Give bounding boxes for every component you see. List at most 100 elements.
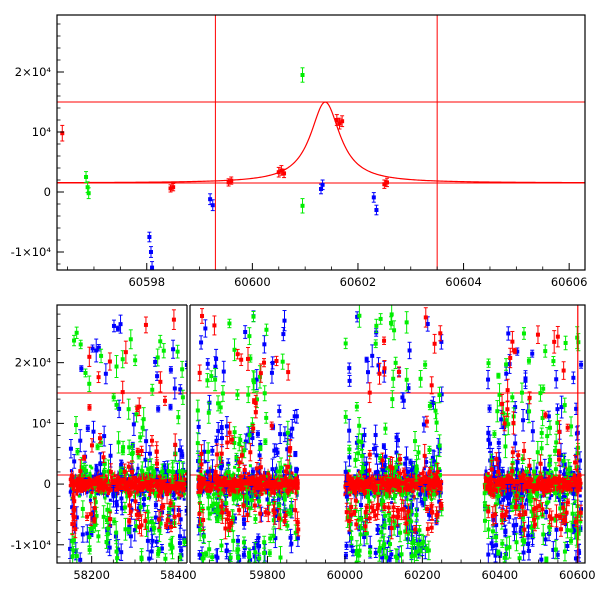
data-point	[119, 484, 123, 488]
data-point	[102, 425, 107, 447]
data-point	[158, 479, 162, 483]
point-marker	[300, 73, 305, 77]
point-marker	[166, 469, 171, 474]
data-point	[200, 480, 204, 484]
data-point	[87, 346, 92, 367]
point-marker	[276, 170, 281, 175]
data-point	[106, 459, 111, 484]
point-marker	[270, 467, 275, 472]
data-point	[91, 478, 95, 482]
data-point	[139, 476, 143, 480]
data-point	[270, 491, 274, 495]
point-marker	[152, 526, 157, 531]
data-point	[202, 483, 206, 487]
point-marker	[114, 549, 119, 554]
data-point	[126, 527, 131, 535]
point-marker	[107, 509, 112, 514]
data-point	[180, 486, 184, 490]
data-point	[169, 537, 174, 555]
data-point	[221, 479, 225, 483]
data-point	[238, 481, 242, 485]
point-marker	[78, 557, 83, 562]
data-point	[69, 479, 73, 483]
data-point	[159, 487, 163, 491]
data-point	[199, 484, 203, 488]
x-tick-label: 60600	[234, 275, 271, 289]
data-point	[139, 551, 144, 563]
data-point	[126, 398, 131, 420]
point-marker	[71, 495, 76, 500]
data-point	[122, 480, 126, 484]
data-point	[109, 483, 113, 487]
data-point	[215, 548, 220, 563]
point-marker	[134, 512, 139, 517]
point-marker	[275, 508, 280, 513]
data-point	[127, 439, 132, 456]
data-point	[229, 176, 234, 185]
point-marker	[89, 443, 94, 448]
point-marker	[281, 332, 286, 337]
point-marker	[144, 439, 149, 444]
data-point	[197, 474, 201, 478]
point-marker	[182, 540, 187, 545]
data-point	[178, 384, 183, 395]
point-marker	[70, 539, 75, 544]
data-point	[287, 479, 291, 483]
data-point	[293, 483, 297, 487]
point-marker	[106, 526, 111, 531]
data-point	[182, 497, 186, 501]
data-point	[171, 309, 176, 330]
data-point	[221, 484, 225, 488]
data-point	[94, 492, 98, 496]
data-point	[154, 441, 159, 463]
point-marker	[162, 398, 167, 403]
data-point	[117, 399, 122, 419]
data-point	[203, 470, 207, 474]
data-point	[211, 493, 216, 514]
point-marker	[68, 546, 73, 551]
data-point	[233, 490, 237, 494]
data-point	[79, 365, 84, 372]
data-point	[216, 492, 220, 496]
point-marker	[122, 505, 127, 510]
point-marker	[180, 395, 185, 400]
data-point	[287, 493, 291, 497]
data-point	[104, 479, 108, 483]
data-point	[204, 487, 208, 491]
data-point	[150, 383, 155, 396]
data-point	[99, 484, 103, 488]
data-point	[257, 486, 261, 490]
point-marker	[123, 527, 128, 532]
point-marker	[154, 539, 159, 544]
point-marker	[210, 448, 215, 453]
data-point	[103, 363, 108, 385]
point-marker	[126, 528, 131, 533]
data-point	[129, 492, 133, 496]
point-marker	[70, 522, 75, 527]
data-point	[149, 516, 154, 528]
point-marker	[93, 500, 98, 505]
data-point	[157, 482, 161, 486]
point-marker	[153, 359, 158, 364]
point-marker	[155, 461, 160, 466]
point-marker	[148, 250, 153, 254]
data-point	[262, 335, 267, 354]
data-point	[180, 472, 184, 476]
data-point	[177, 472, 181, 476]
point-marker	[74, 330, 79, 335]
point-marker	[128, 509, 133, 514]
data-point	[202, 486, 206, 490]
point-marker	[126, 407, 131, 412]
x-tick-label: 60604	[445, 275, 482, 289]
point-marker	[171, 507, 176, 512]
point-marker	[87, 405, 92, 410]
data-point	[88, 464, 92, 468]
data-point	[230, 487, 234, 491]
data-point	[136, 492, 140, 496]
data-point	[137, 487, 141, 491]
data-point	[263, 477, 267, 481]
data-point	[209, 477, 213, 481]
point-marker	[226, 461, 231, 466]
point-marker	[243, 439, 248, 444]
point-marker	[219, 425, 224, 430]
